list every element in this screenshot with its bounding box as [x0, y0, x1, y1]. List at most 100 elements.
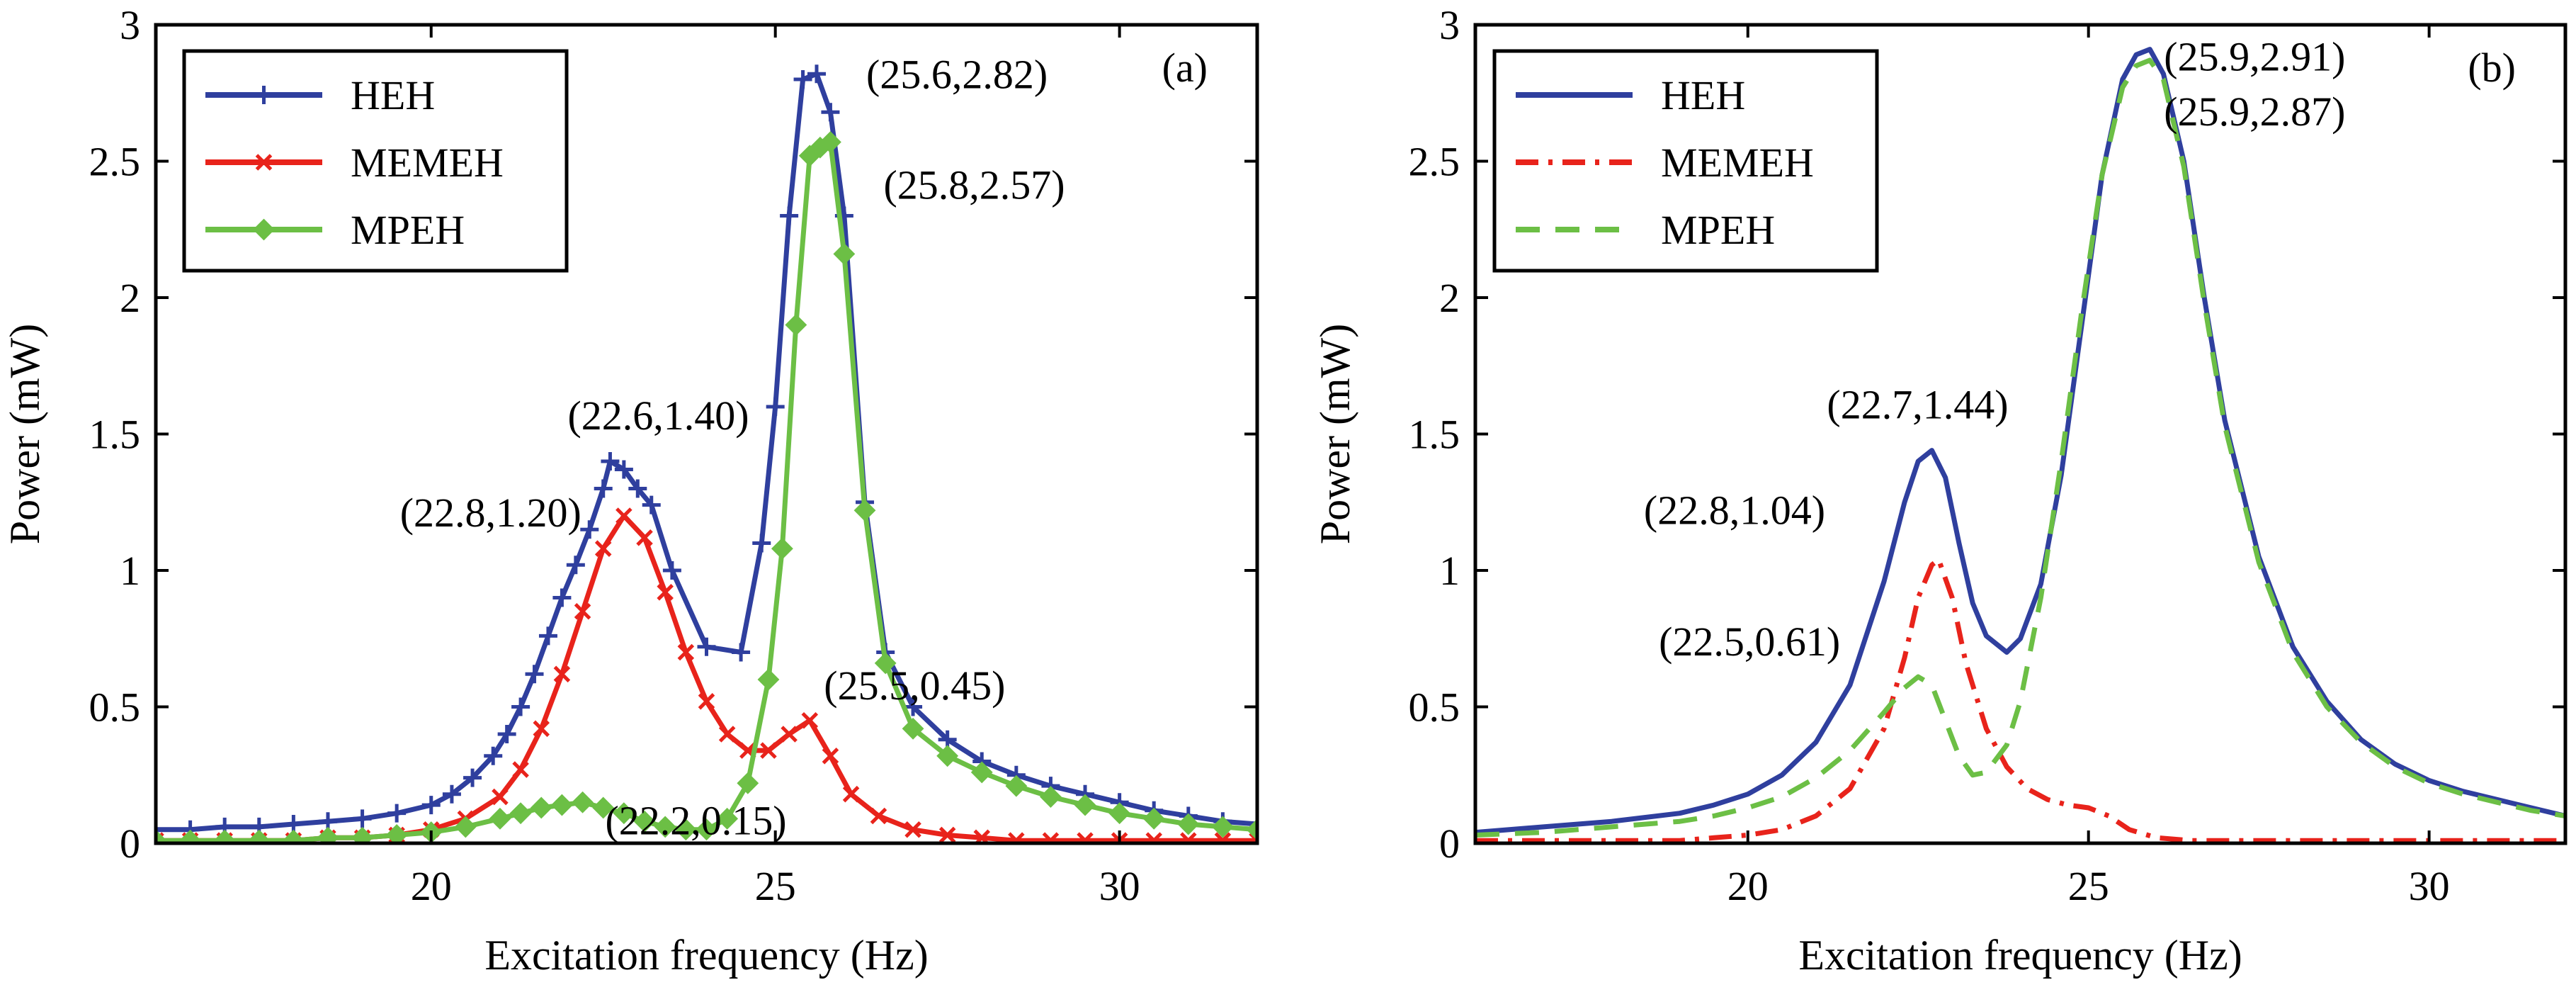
- y-tick-label: 2: [120, 275, 140, 321]
- legend-box: [1492, 49, 1879, 273]
- data-point-heh: [353, 809, 372, 828]
- y-tick-label: 0.5: [89, 685, 141, 731]
- y-tick-label: 1: [1439, 548, 1460, 594]
- data-point-mpeh: [696, 818, 717, 841]
- data-point-heh: [484, 746, 503, 765]
- data-point-mpeh: [179, 829, 202, 843]
- data-point-memeh: [492, 788, 509, 806]
- data-point-heh: [421, 796, 441, 815]
- data-point-memeh: [781, 726, 798, 743]
- data-point-heh: [780, 206, 799, 225]
- legend-marker-heh: [254, 86, 273, 104]
- data-point-heh: [904, 697, 923, 716]
- annotation-label: (22.5,0.61): [1659, 619, 1840, 665]
- data-point-memeh: [636, 529, 653, 546]
- data-point-mpeh: [454, 816, 477, 838]
- annotation-label: (22.8,1.04): [1644, 488, 1825, 534]
- data-point-mpeh: [819, 131, 841, 153]
- data-point-memeh: [760, 742, 777, 759]
- annotation-label: (25.6,2.82): [866, 51, 1048, 97]
- data-point-mpeh: [853, 499, 876, 522]
- annotation-label: (22.8,1.20): [400, 490, 581, 536]
- data-point-memeh: [1214, 832, 1232, 843]
- data-point-heh: [580, 520, 599, 539]
- data-point-mpeh: [654, 816, 676, 838]
- data-point-mpeh: [936, 745, 959, 767]
- annotation-label: (25.9,2.87): [2164, 89, 2345, 135]
- panel-label: (a): [1162, 45, 1208, 91]
- data-point-memeh: [801, 711, 819, 729]
- data-point-memeh: [698, 693, 715, 710]
- y-tick-label: 1.5: [1409, 412, 1460, 458]
- data-point-mpeh: [1246, 818, 1257, 841]
- data-point-mpeh: [771, 537, 793, 560]
- y-tick-label: 1: [120, 548, 140, 594]
- data-point-mpeh: [317, 826, 339, 843]
- data-point-heh: [387, 804, 407, 823]
- data-point-memeh: [822, 748, 839, 765]
- legend-marker-memeh: [255, 154, 273, 171]
- legend-marker-mpeh: [253, 218, 275, 241]
- data-point-memeh: [533, 720, 550, 738]
- data-point-heh: [601, 452, 620, 471]
- legend: HEH MEMEH MPEH: [182, 49, 569, 273]
- data-point-mpeh: [248, 829, 271, 843]
- data-point-memeh: [574, 602, 591, 620]
- data-point-memeh: [553, 665, 571, 683]
- data-point-heh: [793, 70, 812, 89]
- x-tick-label: 25: [2068, 863, 2109, 909]
- series-line-mpeh: [1475, 57, 2565, 838]
- y-tick-label: 2: [1439, 275, 1460, 321]
- data-point-heh: [566, 556, 585, 575]
- data-point-heh: [156, 820, 165, 839]
- data-point-mpeh: [1005, 774, 1028, 797]
- data-point-heh: [552, 588, 572, 607]
- data-point-mpeh: [550, 794, 573, 816]
- y-tick-label: 1.5: [89, 412, 141, 458]
- panel-label: (b): [2468, 45, 2516, 91]
- data-point-mpeh: [970, 761, 993, 784]
- data-point-mpeh: [1074, 794, 1096, 816]
- annotation-label: (25.8,2.57): [883, 162, 1065, 208]
- data-point-mpeh: [530, 796, 552, 819]
- data-point-mpeh: [874, 652, 897, 675]
- y-tick-label: 2.5: [89, 139, 141, 185]
- data-point-memeh: [938, 826, 956, 843]
- series-group: [156, 64, 1257, 843]
- data-point-mpeh: [785, 314, 807, 336]
- legend-label-mpeh: MPEH: [351, 207, 465, 253]
- data-point-memeh: [594, 540, 612, 557]
- y-tick-label: 0.5: [1409, 685, 1460, 731]
- y-tick-label: 3: [120, 2, 140, 48]
- data-point-mpeh: [156, 829, 167, 843]
- data-point-heh: [497, 725, 516, 743]
- x-tick-label: 20: [411, 863, 452, 909]
- data-point-heh: [642, 495, 661, 514]
- data-point-mpeh: [1040, 786, 1062, 808]
- data-point-heh: [511, 697, 530, 716]
- data-point-memeh: [1042, 832, 1060, 843]
- data-point-mpeh: [592, 796, 615, 819]
- data-point-memeh: [512, 761, 529, 778]
- data-point-mpeh: [833, 242, 856, 265]
- annotation-label: (22.2,0.15): [605, 797, 786, 843]
- data-point-mpeh: [1108, 802, 1131, 825]
- data-point-mpeh: [633, 810, 656, 833]
- annotation-label: (25.5,0.45): [824, 663, 1005, 709]
- y-tick-label: 2.5: [1409, 139, 1460, 185]
- data-point-heh: [662, 561, 681, 580]
- data-point-memeh: [1145, 832, 1162, 843]
- x-axis-label: Excitation frequency (Hz): [484, 932, 928, 979]
- x-tick-label: 30: [1099, 863, 1140, 909]
- data-point-mpeh: [509, 802, 532, 825]
- x-tick-label: 25: [755, 863, 796, 909]
- data-point-heh: [697, 637, 716, 656]
- data-point-heh: [821, 103, 840, 122]
- y-tick-label: 0: [1439, 821, 1460, 867]
- y-axis-label: Power (mW): [1312, 324, 1358, 545]
- data-point-heh: [732, 643, 751, 662]
- data-point-memeh: [870, 807, 887, 825]
- data-point-mpeh: [1142, 807, 1165, 830]
- legend-label-heh: HEH: [351, 72, 435, 118]
